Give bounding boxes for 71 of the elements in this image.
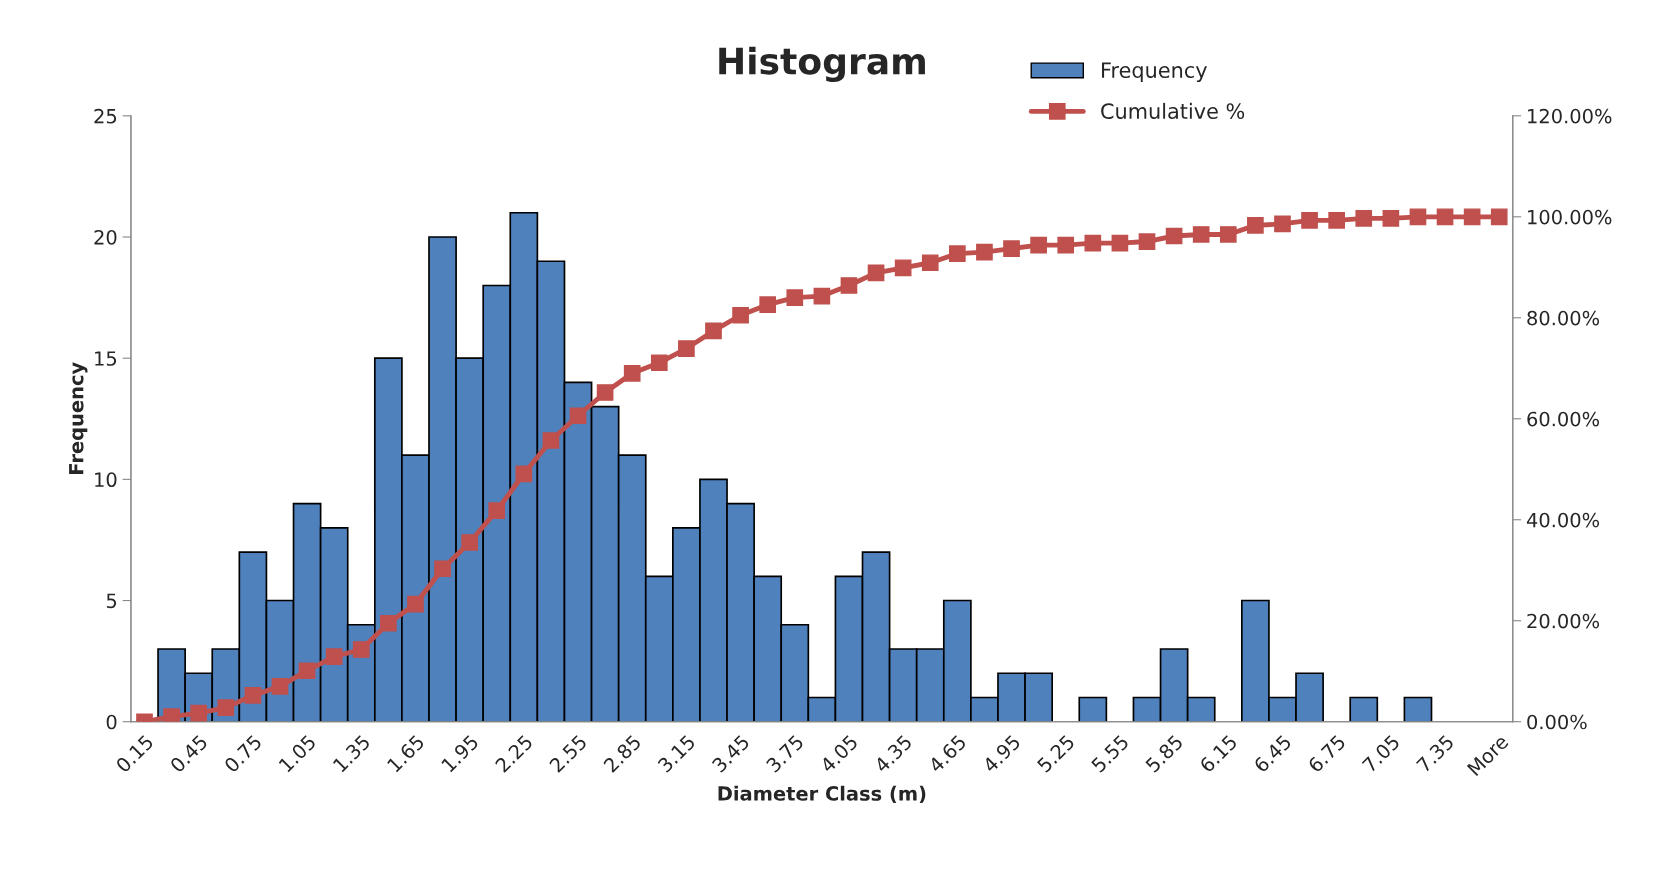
point bbox=[1165, 227, 1183, 245]
point bbox=[1219, 226, 1237, 243]
point bbox=[1030, 236, 1047, 254]
point bbox=[1084, 234, 1102, 252]
point bbox=[650, 354, 668, 372]
y2-tick-label: 20.00% bbox=[1527, 613, 1600, 629]
point bbox=[1301, 212, 1318, 229]
point bbox=[678, 340, 695, 357]
point bbox=[163, 708, 180, 722]
legend-label: Frequency bbox=[1102, 62, 1207, 83]
chart-title: Histogram bbox=[719, 46, 925, 82]
point bbox=[759, 296, 777, 313]
bar bbox=[1403, 696, 1433, 722]
y2-tick-label: 100.00% bbox=[1528, 209, 1612, 225]
point bbox=[380, 614, 397, 632]
y2-tick-label: 80.00% bbox=[1527, 310, 1600, 326]
point bbox=[325, 648, 343, 665]
point bbox=[1274, 215, 1291, 233]
y-tick-label: 5 bbox=[106, 593, 117, 609]
point bbox=[542, 432, 560, 449]
legend-label: Cumulative % bbox=[1101, 102, 1245, 119]
y-tick-label: 15 bbox=[95, 351, 117, 366]
point bbox=[461, 534, 478, 551]
y-tick-label: 0 bbox=[106, 714, 117, 730]
point bbox=[840, 277, 858, 294]
point bbox=[894, 259, 912, 277]
y2-tick-label: 60.00% bbox=[1527, 411, 1600, 427]
y-axis-title: Frequency bbox=[69, 362, 88, 474]
point bbox=[1057, 236, 1075, 254]
point bbox=[1490, 208, 1508, 226]
point bbox=[488, 502, 506, 519]
point bbox=[569, 407, 587, 425]
bar bbox=[1349, 696, 1379, 722]
y2-tick-label: 40.00% bbox=[1526, 512, 1600, 528]
point bbox=[1247, 217, 1264, 234]
point bbox=[813, 287, 831, 305]
point bbox=[217, 699, 235, 716]
x-axis-title: Diameter Class (m) bbox=[718, 785, 926, 804]
y-tick-label: 25 bbox=[94, 108, 117, 124]
y2-tick-label: 0.00% bbox=[1527, 714, 1587, 730]
point bbox=[786, 289, 804, 306]
point bbox=[1328, 212, 1345, 229]
y2-tick-label: 120.00% bbox=[1528, 108, 1612, 124]
point bbox=[596, 384, 614, 401]
point bbox=[244, 687, 262, 704]
y-tick-label: 20 bbox=[94, 229, 117, 245]
point bbox=[1003, 240, 1020, 257]
point bbox=[732, 306, 749, 324]
point bbox=[1192, 226, 1210, 243]
bar bbox=[1078, 696, 1108, 722]
point bbox=[976, 243, 993, 261]
point bbox=[190, 704, 208, 722]
point bbox=[434, 560, 451, 578]
point bbox=[1111, 234, 1129, 252]
point bbox=[298, 662, 316, 680]
point bbox=[921, 254, 939, 272]
point bbox=[1138, 233, 1156, 250]
point bbox=[271, 678, 289, 695]
point bbox=[705, 322, 722, 340]
point bbox=[949, 245, 966, 263]
y-tick-label: 10 bbox=[95, 472, 117, 488]
point bbox=[515, 465, 533, 483]
point bbox=[867, 264, 885, 282]
point bbox=[1463, 208, 1481, 226]
point bbox=[352, 641, 370, 658]
point bbox=[1382, 209, 1400, 227]
point bbox=[623, 364, 641, 382]
point bbox=[1355, 209, 1373, 227]
point bbox=[1409, 208, 1427, 226]
point bbox=[1436, 208, 1454, 226]
point bbox=[407, 595, 424, 613]
